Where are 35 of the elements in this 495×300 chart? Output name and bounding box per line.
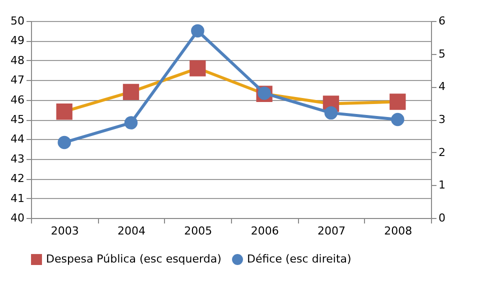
x-tick-label: 2005: [184, 224, 212, 238]
point: [190, 60, 206, 76]
y-tick-label: 50: [10, 14, 24, 28]
y-tick-label: 47: [10, 74, 24, 87]
point: [390, 94, 406, 110]
y-tick-label: 46: [10, 93, 24, 106]
x-tick-label: 2004: [118, 224, 146, 238]
x-tick-label: 2008: [384, 224, 412, 238]
y2-tick-label: 0: [438, 212, 446, 224]
y-tick-label: 48: [10, 54, 24, 67]
y-tick-label: 49: [10, 34, 24, 48]
y-tick-label: 42: [10, 172, 24, 186]
y-tick-label: 40: [10, 212, 24, 224]
point: [324, 106, 338, 120]
legend-label: Défice (esc direita): [247, 252, 352, 266]
y2-tick-label: 2: [438, 146, 446, 159]
y-tick-label: 43: [10, 152, 24, 166]
y-tick-label: 41: [10, 192, 24, 205]
point: [56, 104, 72, 120]
y2-tick-label: 4: [438, 80, 446, 94]
y2-tick-label: 5: [438, 47, 446, 60]
y2-tick-label: 1: [438, 178, 446, 192]
point: [391, 112, 404, 126]
y-tick-label: 45: [10, 113, 24, 126]
x-tick-label: 2006: [250, 224, 279, 238]
y2-tick-label: 6: [438, 14, 446, 28]
x-tick-label: 2003: [50, 224, 79, 238]
point: [58, 136, 71, 150]
point: [122, 84, 140, 100]
y-tick-label: 44: [10, 132, 24, 146]
y2-tick-label: 3: [438, 113, 446, 126]
x-tick-label: 2007: [318, 224, 346, 238]
point: [191, 24, 204, 38]
legend-label: Despesa Pública (esc esquerda): [46, 252, 222, 266]
point: [124, 116, 138, 130]
